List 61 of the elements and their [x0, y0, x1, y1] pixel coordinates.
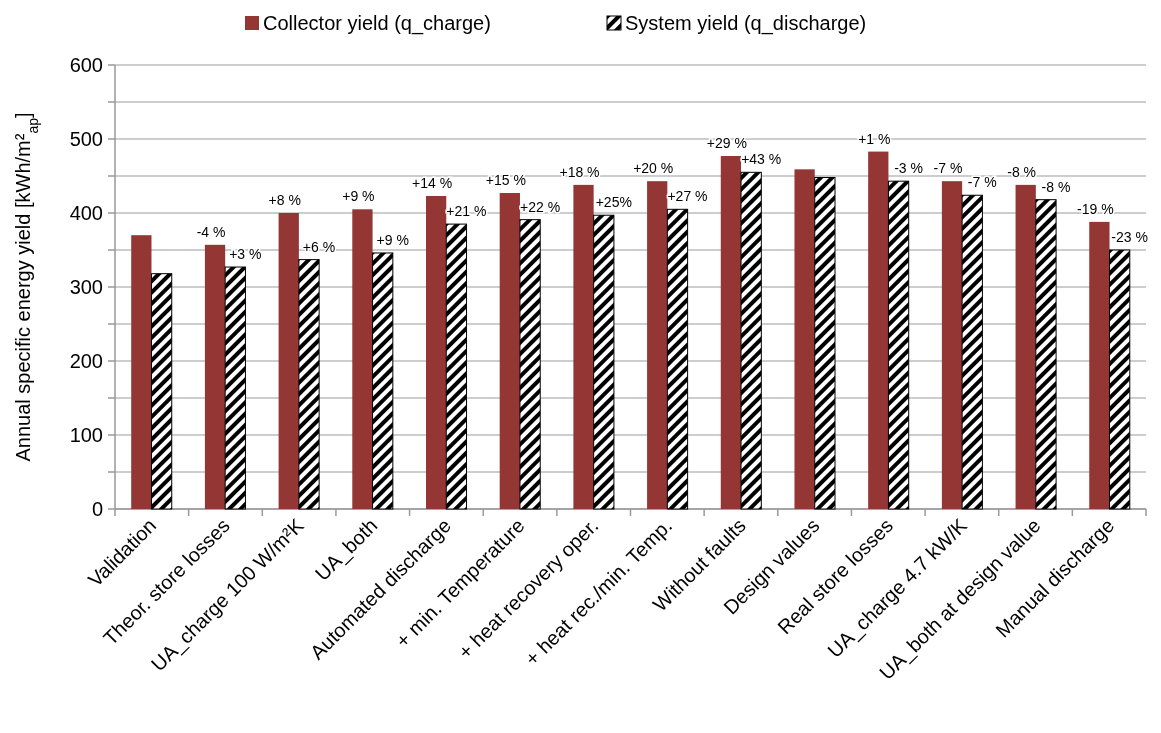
- annotation: -3 %: [894, 160, 923, 177]
- annotation: +1 %: [858, 130, 891, 147]
- annotation: +43 %: [741, 151, 782, 168]
- annotation: +6 %: [302, 238, 336, 255]
- bar: [224, 266, 246, 510]
- annotation: +14 %: [412, 174, 453, 191]
- bar: [1109, 249, 1131, 510]
- bar: [593, 214, 615, 510]
- annotation: -7 %: [933, 160, 963, 177]
- annotation: +9 %: [342, 188, 375, 205]
- bar: [204, 244, 226, 509]
- bar: [887, 180, 910, 510]
- legend-label: System yield (q_discharge): [625, 12, 867, 35]
- y-tick-label: 300: [69, 276, 103, 298]
- bar: [740, 171, 762, 510]
- y-tick-label: 200: [69, 350, 103, 372]
- annotation: +18 %: [559, 163, 600, 180]
- annotation: -23 %: [1111, 229, 1148, 245]
- annotation: -19 %: [1077, 200, 1114, 217]
- bar: [352, 209, 373, 509]
- annotation: +20 %: [633, 160, 674, 177]
- annotation: +8 %: [268, 192, 301, 208]
- bar: [519, 219, 541, 510]
- annotation: -7 %: [967, 174, 997, 191]
- y-tick-label: 500: [69, 128, 103, 150]
- annotation: -8 %: [1041, 178, 1071, 195]
- annotation: -8 %: [1007, 163, 1037, 180]
- bar: [794, 169, 815, 509]
- bar: [150, 273, 173, 510]
- bar: [278, 213, 299, 509]
- bar: [1035, 199, 1057, 510]
- y-tick-label: 600: [69, 54, 103, 76]
- bar: [298, 259, 320, 510]
- bar: [814, 176, 836, 510]
- bar: [131, 235, 152, 509]
- annotation: +29 %: [706, 135, 747, 152]
- bar: [720, 156, 742, 509]
- bar: [573, 184, 594, 509]
- bar: [647, 181, 668, 509]
- y-tick-label: 100: [69, 424, 103, 446]
- bar: [426, 195, 447, 509]
- bar: [372, 252, 394, 510]
- annotation: +27 %: [667, 188, 708, 205]
- annotation: +21 %: [446, 203, 487, 220]
- annotation: +25%: [595, 194, 632, 211]
- bar: [499, 193, 520, 509]
- bar: [868, 151, 889, 509]
- annotation: -4 %: [196, 223, 226, 240]
- y-tick-label: 0: [91, 498, 103, 520]
- annotation: +15 %: [485, 172, 526, 189]
- bar: [941, 181, 963, 509]
- bar: [666, 208, 689, 510]
- annotation: +22 %: [520, 198, 561, 215]
- legend-label: Collector yield (q_charge): [263, 12, 491, 35]
- annotation: +9 %: [376, 231, 409, 248]
- annotation: +3 %: [229, 246, 262, 263]
- bar: [1015, 184, 1036, 509]
- y-tick-label: 400: [69, 202, 103, 224]
- bar: [1089, 221, 1110, 509]
- bar: [445, 223, 468, 510]
- bar: [961, 194, 983, 510]
